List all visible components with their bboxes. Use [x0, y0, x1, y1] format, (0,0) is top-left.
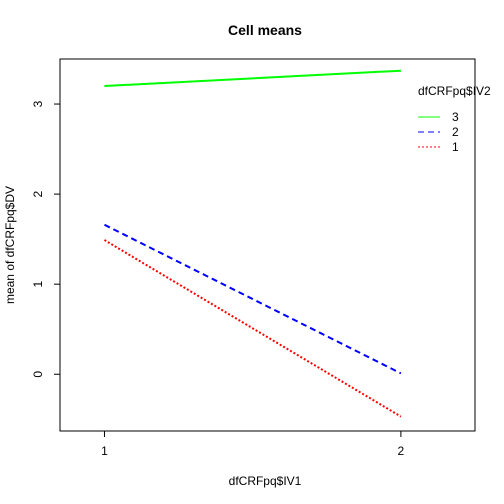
- series-line-1: [103, 239, 402, 418]
- y-tick-label-0: 0: [31, 371, 45, 378]
- legend: dfCRFpq$IV2 321: [418, 84, 491, 154]
- chart-title: Cell means: [228, 22, 302, 38]
- y-axis-label: mean of dfCRFpq$DV: [3, 186, 17, 304]
- series-layer: [103, 69, 402, 418]
- x-axis-label: dfCRFpq$IV1: [229, 474, 302, 488]
- series-line-3: [104, 69, 401, 88]
- y-tick-label-3: 3: [31, 100, 45, 107]
- series-line-2: [104, 223, 402, 375]
- y-tick-label-1: 1: [31, 281, 45, 288]
- legend-label-1: 1: [452, 140, 459, 154]
- x-tick-label-1: 1: [101, 444, 108, 458]
- legend-label-3: 3: [452, 110, 459, 124]
- y-tick-label-2: 2: [31, 190, 45, 197]
- x-tick-label-2: 2: [398, 444, 405, 458]
- y-axis: 0 1 2 3: [31, 100, 60, 378]
- legend-label-2: 2: [452, 125, 459, 139]
- plot-frame: [59, 58, 476, 432]
- legend-title: dfCRFpq$IV2: [418, 84, 491, 98]
